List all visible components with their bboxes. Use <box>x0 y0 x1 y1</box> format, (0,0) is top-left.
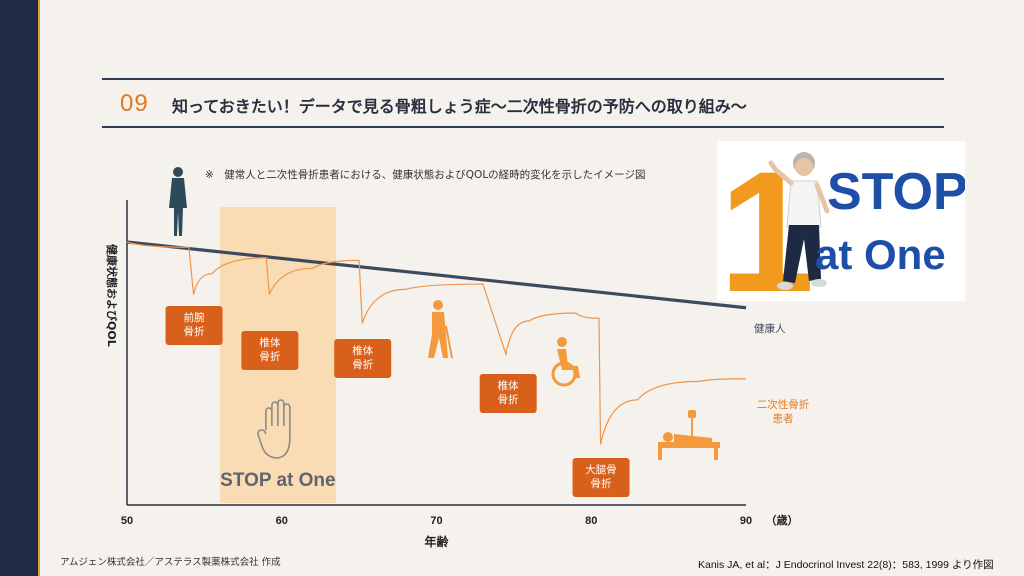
wheelchair-head <box>557 337 567 347</box>
sidebar-band <box>0 0 40 576</box>
fracture-event-label: 骨折 <box>184 325 205 338</box>
logo-graphic: 1 STOP at One <box>719 141 965 301</box>
x-tick-label-50: 50 <box>121 515 133 527</box>
x-unit-label: （歳） <box>766 513 799 527</box>
bed-leg-left <box>658 448 662 460</box>
fracture-event-label: 大腿骨 <box>585 463 617 476</box>
citation-text: Kanis JA, et al：J Endocrinol Invest 22(8… <box>698 559 994 571</box>
series-label-patient-line: 二次性骨折 <box>757 398 810 411</box>
hospital-bed-icon <box>658 410 720 460</box>
bed-frame <box>658 442 720 448</box>
fracture-event-box <box>334 339 392 378</box>
x-tick-label-90: 90 <box>740 515 752 527</box>
fracture-event-label: 骨折 <box>352 358 373 371</box>
header-rule-top <box>102 78 944 80</box>
woman-head <box>173 167 183 177</box>
sidebar-accent-stripe <box>38 0 40 576</box>
elderly-woman-walking-photo-icon <box>768 152 830 290</box>
walker-body <box>428 312 448 358</box>
fracture-event-label: 前腕 <box>184 311 205 324</box>
fracture-event-label: 骨折 <box>498 393 519 406</box>
series-line-patient <box>126 241 747 445</box>
fracture-event-box <box>479 374 537 413</box>
wheelchair-icon <box>551 337 580 387</box>
band-label: STOP at One <box>220 470 335 491</box>
y-axis-title: 健康状態およびQOL <box>105 244 119 347</box>
page-title: 知っておきたい！データで見る骨粗しょう症〜二次性骨折の予防への取り組み〜 <box>172 97 747 116</box>
bed-leg-right <box>714 448 718 460</box>
walker-cane <box>445 325 453 359</box>
series-label-healthy: 健康人 <box>754 322 786 335</box>
walking-with-cane-icon <box>428 300 453 359</box>
x-axis-title: 年齢 <box>424 534 449 549</box>
stop-at-one-logo: 1 STOP at One <box>717 141 965 301</box>
fracture-event-box <box>165 306 223 345</box>
x-tick-label-80: 80 <box>585 515 597 527</box>
standing-woman-icon <box>169 167 187 236</box>
logo-at-one-text: at One <box>815 231 946 278</box>
fracture-event-label: 椎体 <box>352 344 373 357</box>
wheelchair-wheel <box>551 361 577 387</box>
bed-iv-bag <box>688 410 696 418</box>
fracture-event-label: 骨折 <box>259 350 280 363</box>
x-tick-label-60: 60 <box>276 515 288 527</box>
raised-hand-outline <box>257 399 291 459</box>
section-number: 09 <box>120 90 149 117</box>
x-tick-label-70: 70 <box>430 515 442 527</box>
fracture-event-box <box>572 458 630 497</box>
chart-note: ※ 健常人と二次性骨折患者における、健康状態およびQOLの経時的変化を示したイメ… <box>205 169 646 181</box>
fracture-event-label: 骨折 <box>591 477 612 490</box>
series-label-patient-line: 患者 <box>773 413 794 425</box>
fracture-event-box <box>241 331 299 370</box>
bed-patient-head <box>663 432 673 442</box>
woman-body <box>169 178 187 236</box>
header-rule-bottom <box>102 126 944 128</box>
fracture-event-label: 椎体 <box>498 379 519 392</box>
walker-head <box>433 300 443 310</box>
raised-hand-icon <box>257 399 291 459</box>
fracture-event-label: 椎体 <box>259 336 280 349</box>
series-line-healthy <box>126 240 747 310</box>
credit-text: アムジェン株式会社／アステラス製薬株式会社 作成 <box>60 557 281 568</box>
logo-stop-text: STOP <box>827 163 965 221</box>
